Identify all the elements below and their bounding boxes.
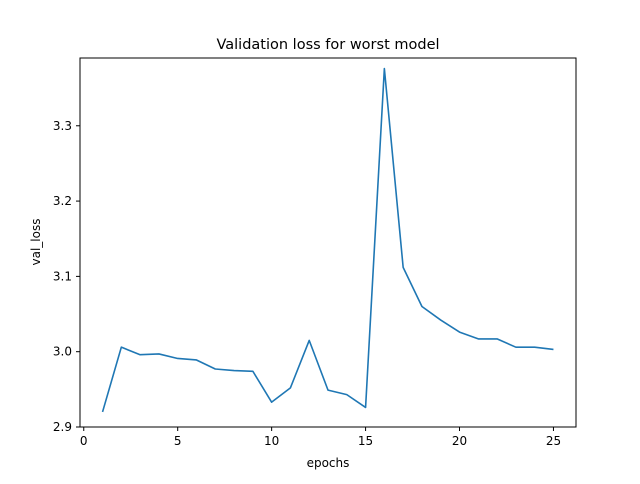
x-tick-label: 20 (452, 434, 467, 448)
axes-frame (79, 57, 577, 428)
y-tick-label: 3.1 (53, 269, 72, 283)
y-tick-label: 3.3 (53, 119, 72, 133)
x-tick-label: 5 (174, 434, 182, 448)
x-tick-label: 10 (264, 434, 279, 448)
series-line-0 (101, 67, 554, 413)
series-layer (101, 67, 554, 413)
x-axis-label: epochs (307, 456, 350, 470)
chart-title: Validation loss for worst model (216, 37, 439, 53)
y-axis-label: val_loss (29, 219, 43, 266)
x-tick-label: 15 (358, 434, 373, 448)
y-axis-ticks: 2.9 3.0 3.1 3.2 3.3 (53, 119, 80, 434)
y-tick-label: 2.9 (53, 420, 72, 434)
x-axis-ticks: 0 5 10 15 20 25 (80, 427, 561, 448)
x-tick-label: 0 (80, 434, 88, 448)
x-tick-label: 25 (546, 434, 561, 448)
y-tick-label: 3.2 (53, 194, 72, 208)
y-tick-label: 3.0 (53, 345, 72, 359)
